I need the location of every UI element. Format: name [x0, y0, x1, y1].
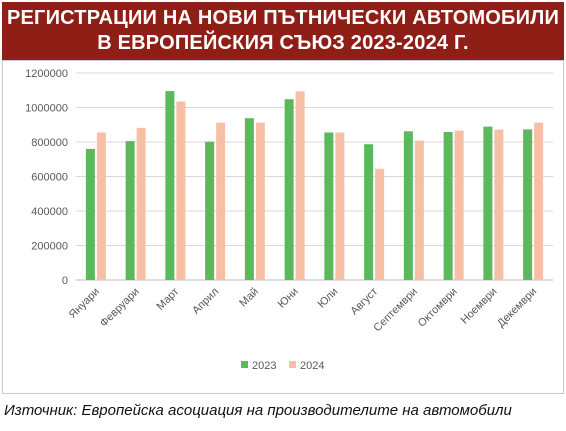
title-line-1: РЕГИСТРАЦИИ НА НОВИ ПЪТНИЧЕСКИ АВТОМОБИЛ… [6, 7, 560, 29]
x-tick-label: Юни [276, 286, 301, 311]
bar-2024 [414, 140, 424, 280]
bar-chart: 0 200000 400000 600000 800000 1000000 1200000 Я… [25, 68, 553, 372]
bar-2023 [244, 118, 254, 280]
chart-area: 0 200000 400000 600000 800000 1000000 1200000 Я… [2, 60, 564, 394]
bar-2024 [96, 132, 106, 280]
y-tick-label: 0 [62, 275, 68, 287]
bar-2024 [375, 168, 385, 280]
y-tick-label: 1000000 [25, 103, 68, 115]
x-tick-label: Април [190, 286, 221, 317]
bar-2023 [284, 99, 294, 280]
bar-2023 [165, 91, 175, 280]
bar-2024 [494, 129, 504, 280]
bar-2023 [85, 148, 95, 280]
x-tick-label: Октомври [416, 286, 460, 330]
bar-2024 [176, 101, 186, 281]
bar-2023 [443, 131, 453, 280]
y-tick-label: 200000 [31, 241, 68, 253]
bar-2024 [255, 122, 265, 281]
x-tick-label: Май [237, 286, 261, 310]
bar-2023 [125, 141, 135, 280]
legend-swatch-2023 [241, 361, 248, 368]
legend-label: 2024 [300, 360, 324, 372]
bar-2024 [454, 130, 464, 280]
y-tick-label: 1200000 [25, 68, 68, 80]
bar-2024 [136, 127, 146, 280]
bar-2023 [205, 141, 215, 280]
legend-label: 2023 [252, 360, 276, 372]
bar-2023 [483, 126, 493, 281]
title-line-2: В ЕВРОПЕЙСКИЯ СЪЮЗ 2023-2024 Г. [97, 32, 469, 54]
bar-2023 [403, 131, 413, 280]
x-tick-label: Ноември [459, 286, 500, 327]
bar-2023 [324, 132, 334, 280]
x-tick-label: Август [348, 286, 380, 318]
x-tick-label: Юли [316, 286, 341, 311]
bar-2024 [295, 91, 305, 280]
bar-2023 [523, 129, 533, 280]
x-tick-label: Януари [67, 286, 102, 321]
y-tick-label: 800000 [31, 137, 68, 149]
legend-swatch-2024 [289, 361, 296, 368]
y-tick-label: 400000 [31, 206, 68, 218]
y-tick-label: 600000 [31, 172, 68, 184]
x-tick-label: Март [154, 286, 181, 313]
bar-2024 [335, 132, 345, 280]
source-note: Източник: Европейска асоциация на произв… [4, 402, 512, 419]
bar-2024 [216, 122, 226, 281]
bar-2024 [534, 122, 544, 281]
bar-2023 [364, 144, 374, 280]
x-tick-label: Февруари [98, 286, 142, 330]
title-banner: РЕГИСТРАЦИИ НА НОВИ ПЪТНИЧЕСКИ АВТОМОБИЛ… [2, 2, 564, 60]
x-tick-label: Декември [495, 286, 539, 330]
